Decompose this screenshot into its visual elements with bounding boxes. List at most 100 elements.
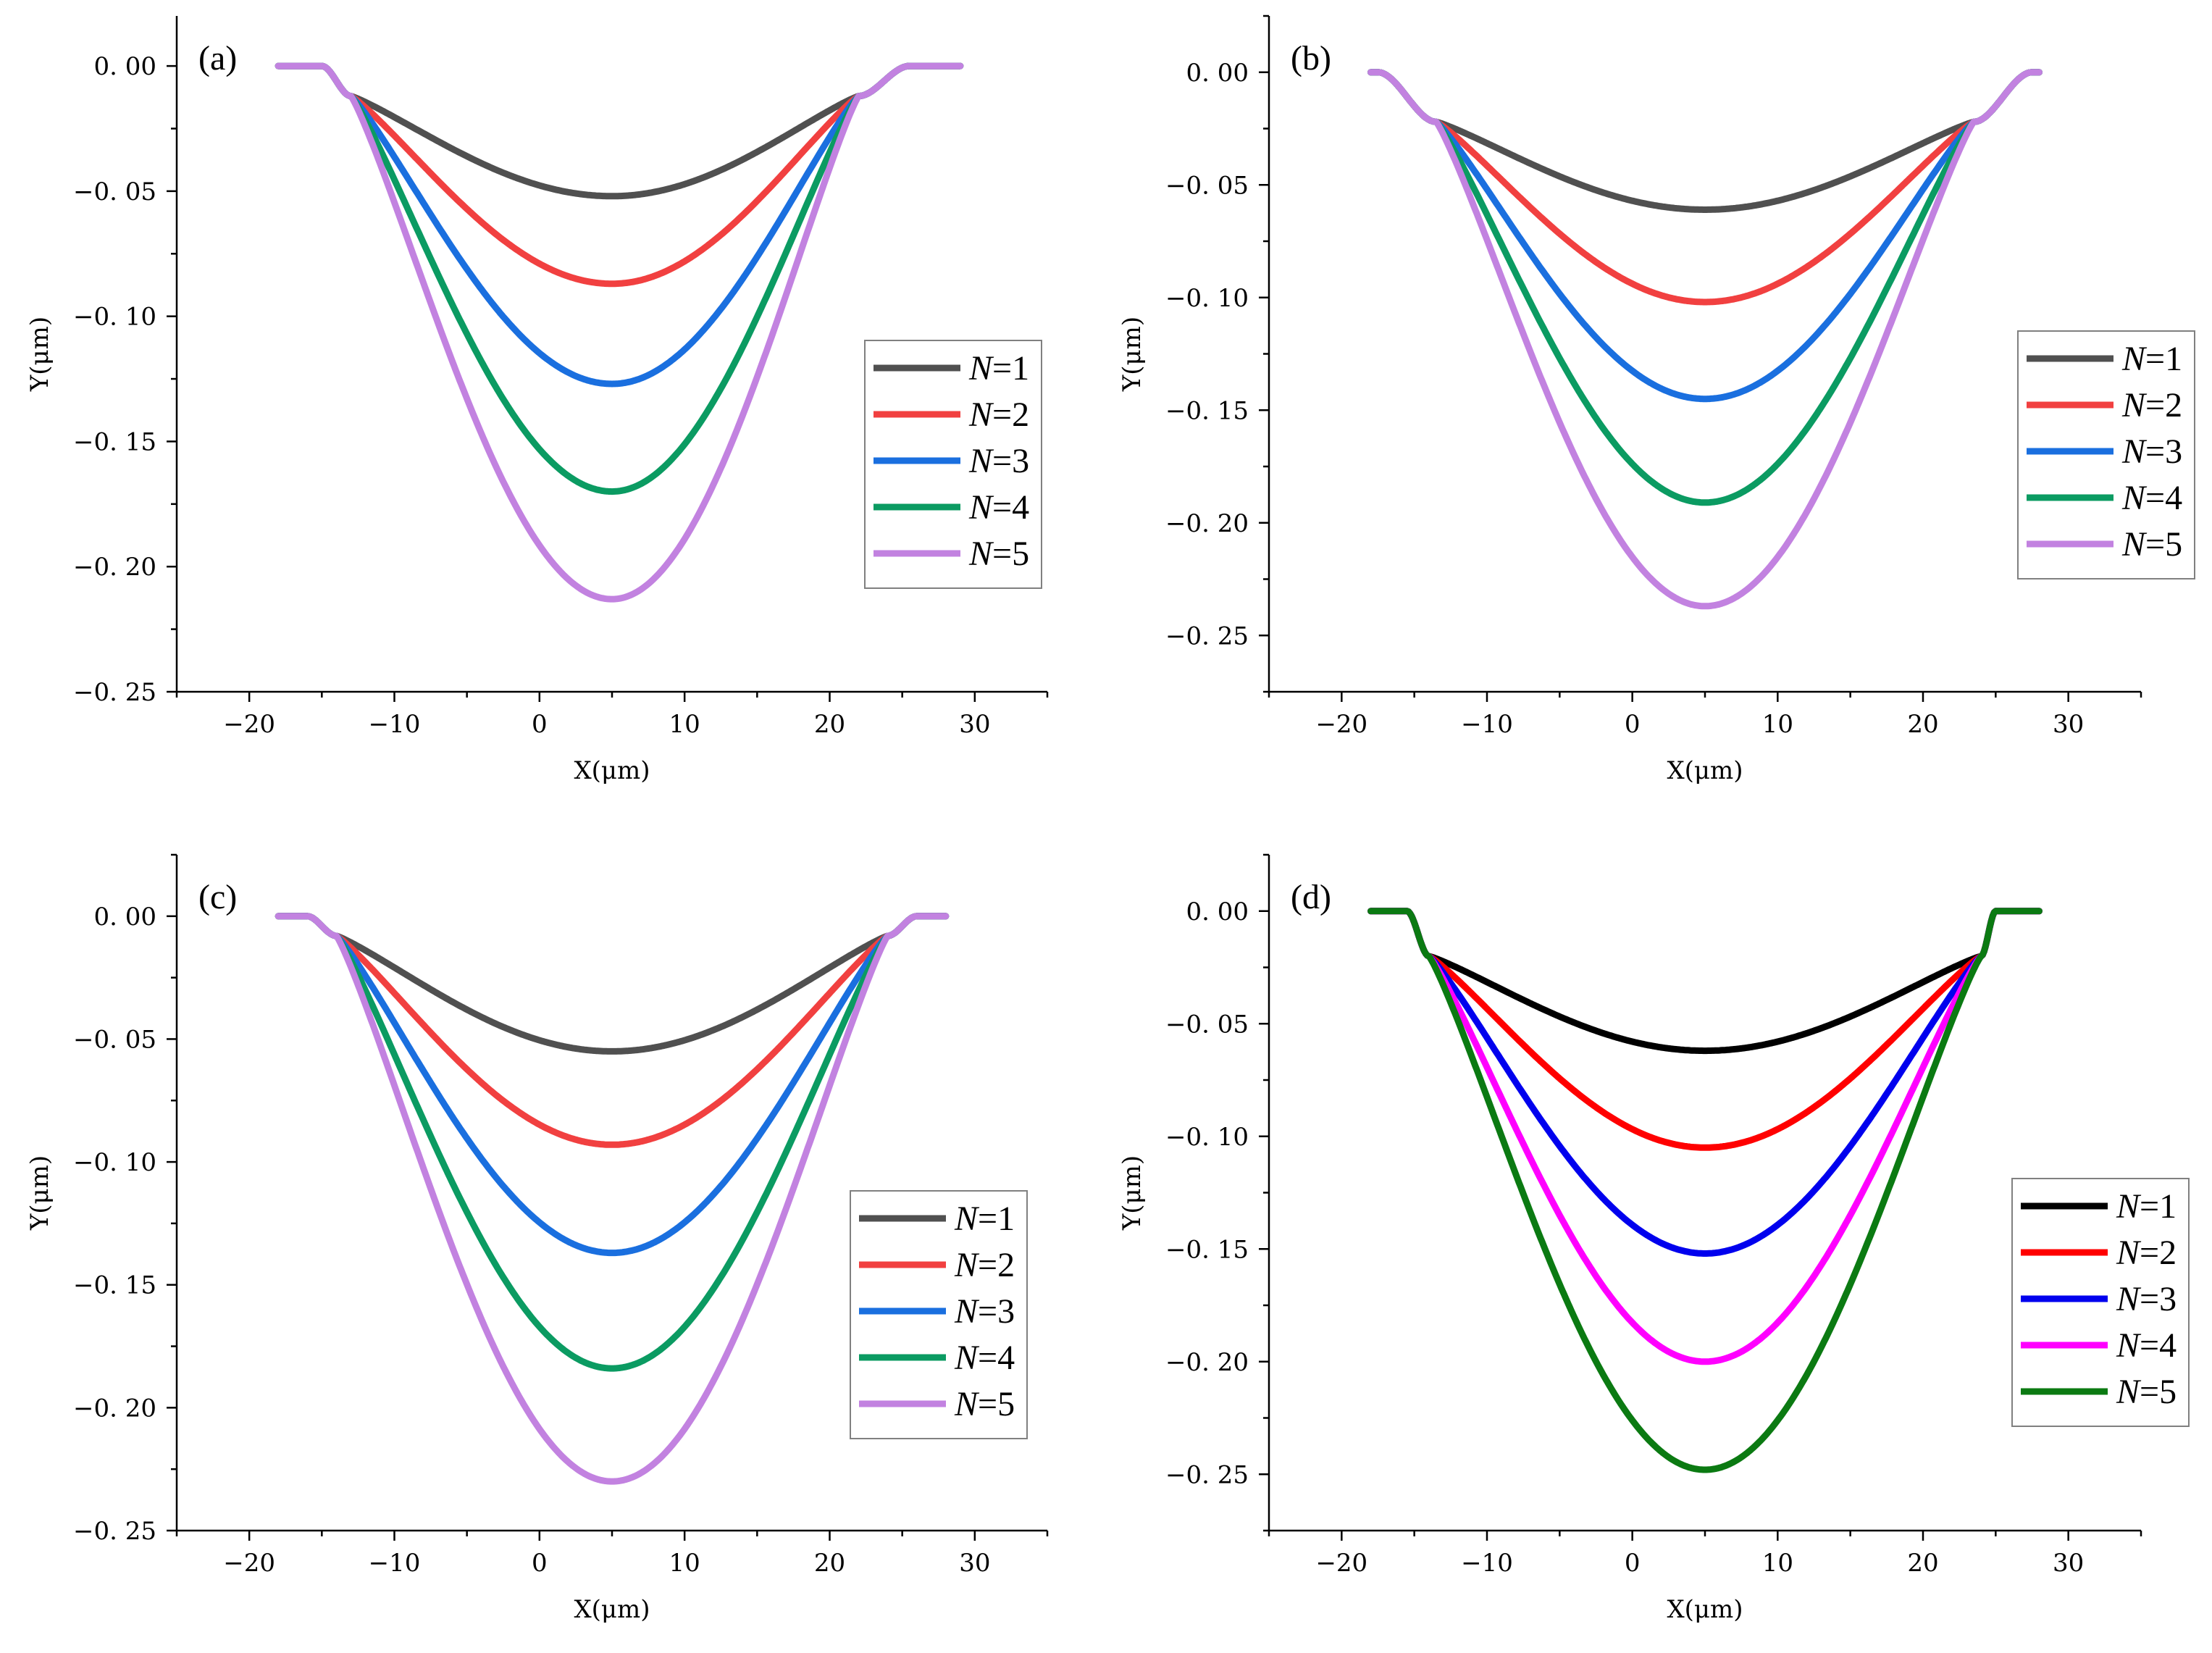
legend-box [864,340,1042,589]
panel-d: −20 −10 0 10 20 30 0. 00 −0. 05 −0. 10 −0. 15 −0. … [1118,853,2190,1624]
series-line-n3 [275,913,950,1257]
panel-label: (d) [1291,878,1331,916]
x-tick-label: −10 [369,1549,421,1578]
legend-label-n2: N=2 [2116,1234,2177,1272]
legend-label-n5: N=5 [2121,525,2182,564]
panel-a: −20 −10 0 10 20 30 0. 00 −0. 05 −0. 10 −0. 15 −0. … [25,16,1049,785]
series-line-n1 [1367,908,2043,1055]
x-tick-label: −10 [1461,710,1513,739]
x-tick-label: 10 [669,710,700,739]
legend-label-n5: N=5 [954,1385,1015,1423]
panel-label: (a) [198,39,237,78]
legend-box [2011,1178,2190,1427]
y-tick-label: −0. 20 [1165,1348,1249,1377]
series-line-n5 [1367,908,2043,1473]
legend-label-n4: N=4 [2116,1326,2177,1365]
x-tick-label: 10 [669,1549,700,1578]
x-tick-label: 20 [814,1549,845,1578]
y-tick-label: −0. 20 [73,1394,156,1423]
panel-b: −20 −10 0 10 20 30 0. 00 −0. 05 −0. 10 −0. 15 −0. … [1118,14,2195,785]
y-tick-label: −0. 25 [1165,1460,1249,1489]
x-tick-label: 20 [1907,1549,1938,1578]
legend-label-n3: N=3 [2116,1280,2177,1318]
y-tick-label: 0. 00 [1186,897,1249,926]
x-axis-title: X(μm) [1667,756,1743,785]
y-tick-label: 0. 00 [93,903,156,932]
y-tick-label: −0. 10 [73,303,156,332]
legend-label-n5: N=5 [968,535,1029,573]
y-tick-label: −0. 15 [1165,396,1249,425]
legend-label-n4: N=4 [954,1339,1015,1377]
legend-label-n3: N=3 [2121,432,2182,471]
y-tick-label: −0. 25 [73,1517,156,1546]
y-tick-label: −0. 15 [73,1271,156,1300]
y-tick-label: −0. 20 [1165,509,1249,538]
x-tick-label: 30 [959,1549,990,1578]
x-tick-label: −10 [1461,1549,1513,1578]
x-tick-label: 0 [532,1549,548,1578]
x-tick-label: 30 [2053,1549,2084,1578]
x-tick-label: −20 [223,710,275,739]
legend: N=1 N=2 N=3 N=4 N=5 [2017,330,2195,579]
x-tick-label: 30 [959,710,990,739]
series-line-n4 [1367,69,2043,506]
legend-label-n1: N=1 [2116,1187,2177,1226]
series-line-n3 [1367,69,2043,403]
x-tick-label: 20 [814,710,845,739]
x-tick-label: 20 [1907,710,1938,739]
legend: N=1 N=2 N=3 N=4 N=5 [2011,1178,2190,1427]
x-tick-label: 30 [2053,710,2084,739]
series-line-n3 [1367,908,2043,1257]
y-tick-label: −0. 15 [1165,1235,1249,1264]
legend: N=1 N=2 N=3 N=4 N=5 [850,1190,1028,1439]
series-line-n3 [275,62,964,388]
y-tick-label: −0. 10 [1165,284,1249,313]
y-axis-title: Y(μm) [1118,1155,1147,1231]
series-line-n4 [275,913,950,1372]
legend-label-n1: N=1 [954,1200,1015,1238]
legend: N=1 N=2 N=3 N=4 N=5 [864,340,1042,589]
panel-c: −20 −10 0 10 20 30 0. 00 −0. 05 −0. 10 −0. 15 −0. … [25,853,1049,1624]
series-line-n5 [1367,69,2043,610]
panel-label: (c) [198,878,237,916]
y-tick-label: 0. 00 [93,52,156,81]
y-tick-label: −0. 25 [1165,622,1249,650]
legend-box [2017,330,2195,579]
legend-label-n5: N=5 [2116,1373,2177,1411]
x-tick-label: 0 [1625,1549,1641,1578]
panel-label: (b) [1291,39,1331,78]
series-line-n2 [1367,69,2043,306]
y-tick-label: −0. 05 [73,177,156,206]
y-tick-label: −0. 25 [73,678,156,707]
x-tick-label: 0 [1625,710,1641,739]
y-tick-label: −0. 15 [73,427,156,456]
x-tick-label: 10 [1762,710,1793,739]
series-line-n1 [275,913,950,1055]
legend-box [850,1190,1028,1439]
y-tick-label: −0. 20 [73,553,156,582]
legend-label-n2: N=2 [968,396,1029,434]
y-axis-title: Y(μm) [25,1155,54,1231]
series-line-n1 [275,62,964,200]
series-line-n2 [1367,908,2043,1151]
legend-label-n2: N=2 [954,1246,1015,1284]
x-tick-label: 10 [1762,1549,1793,1578]
y-tick-label: 0. 00 [1186,59,1249,88]
legend-label-n3: N=3 [954,1292,1015,1331]
x-axis-title: X(μm) [574,1595,650,1624]
y-axis-title: Y(μm) [25,317,54,392]
y-tick-label: −0. 10 [1165,1123,1249,1152]
y-axis-title: Y(μm) [1118,317,1147,392]
series-line-n4 [1367,908,2043,1365]
y-tick-label: −0. 05 [73,1025,156,1054]
legend-label-n4: N=4 [2121,479,2182,517]
legend-label-n1: N=1 [2121,340,2182,378]
y-tick-label: −0. 05 [1165,171,1249,200]
series-line-n2 [275,913,950,1148]
legend-label-n2: N=2 [2121,386,2182,424]
y-tick-label: −0. 10 [73,1148,156,1177]
y-tick-label: −0. 05 [1165,1010,1249,1039]
series-line-n5 [275,913,950,1485]
x-tick-label: −10 [369,710,421,739]
